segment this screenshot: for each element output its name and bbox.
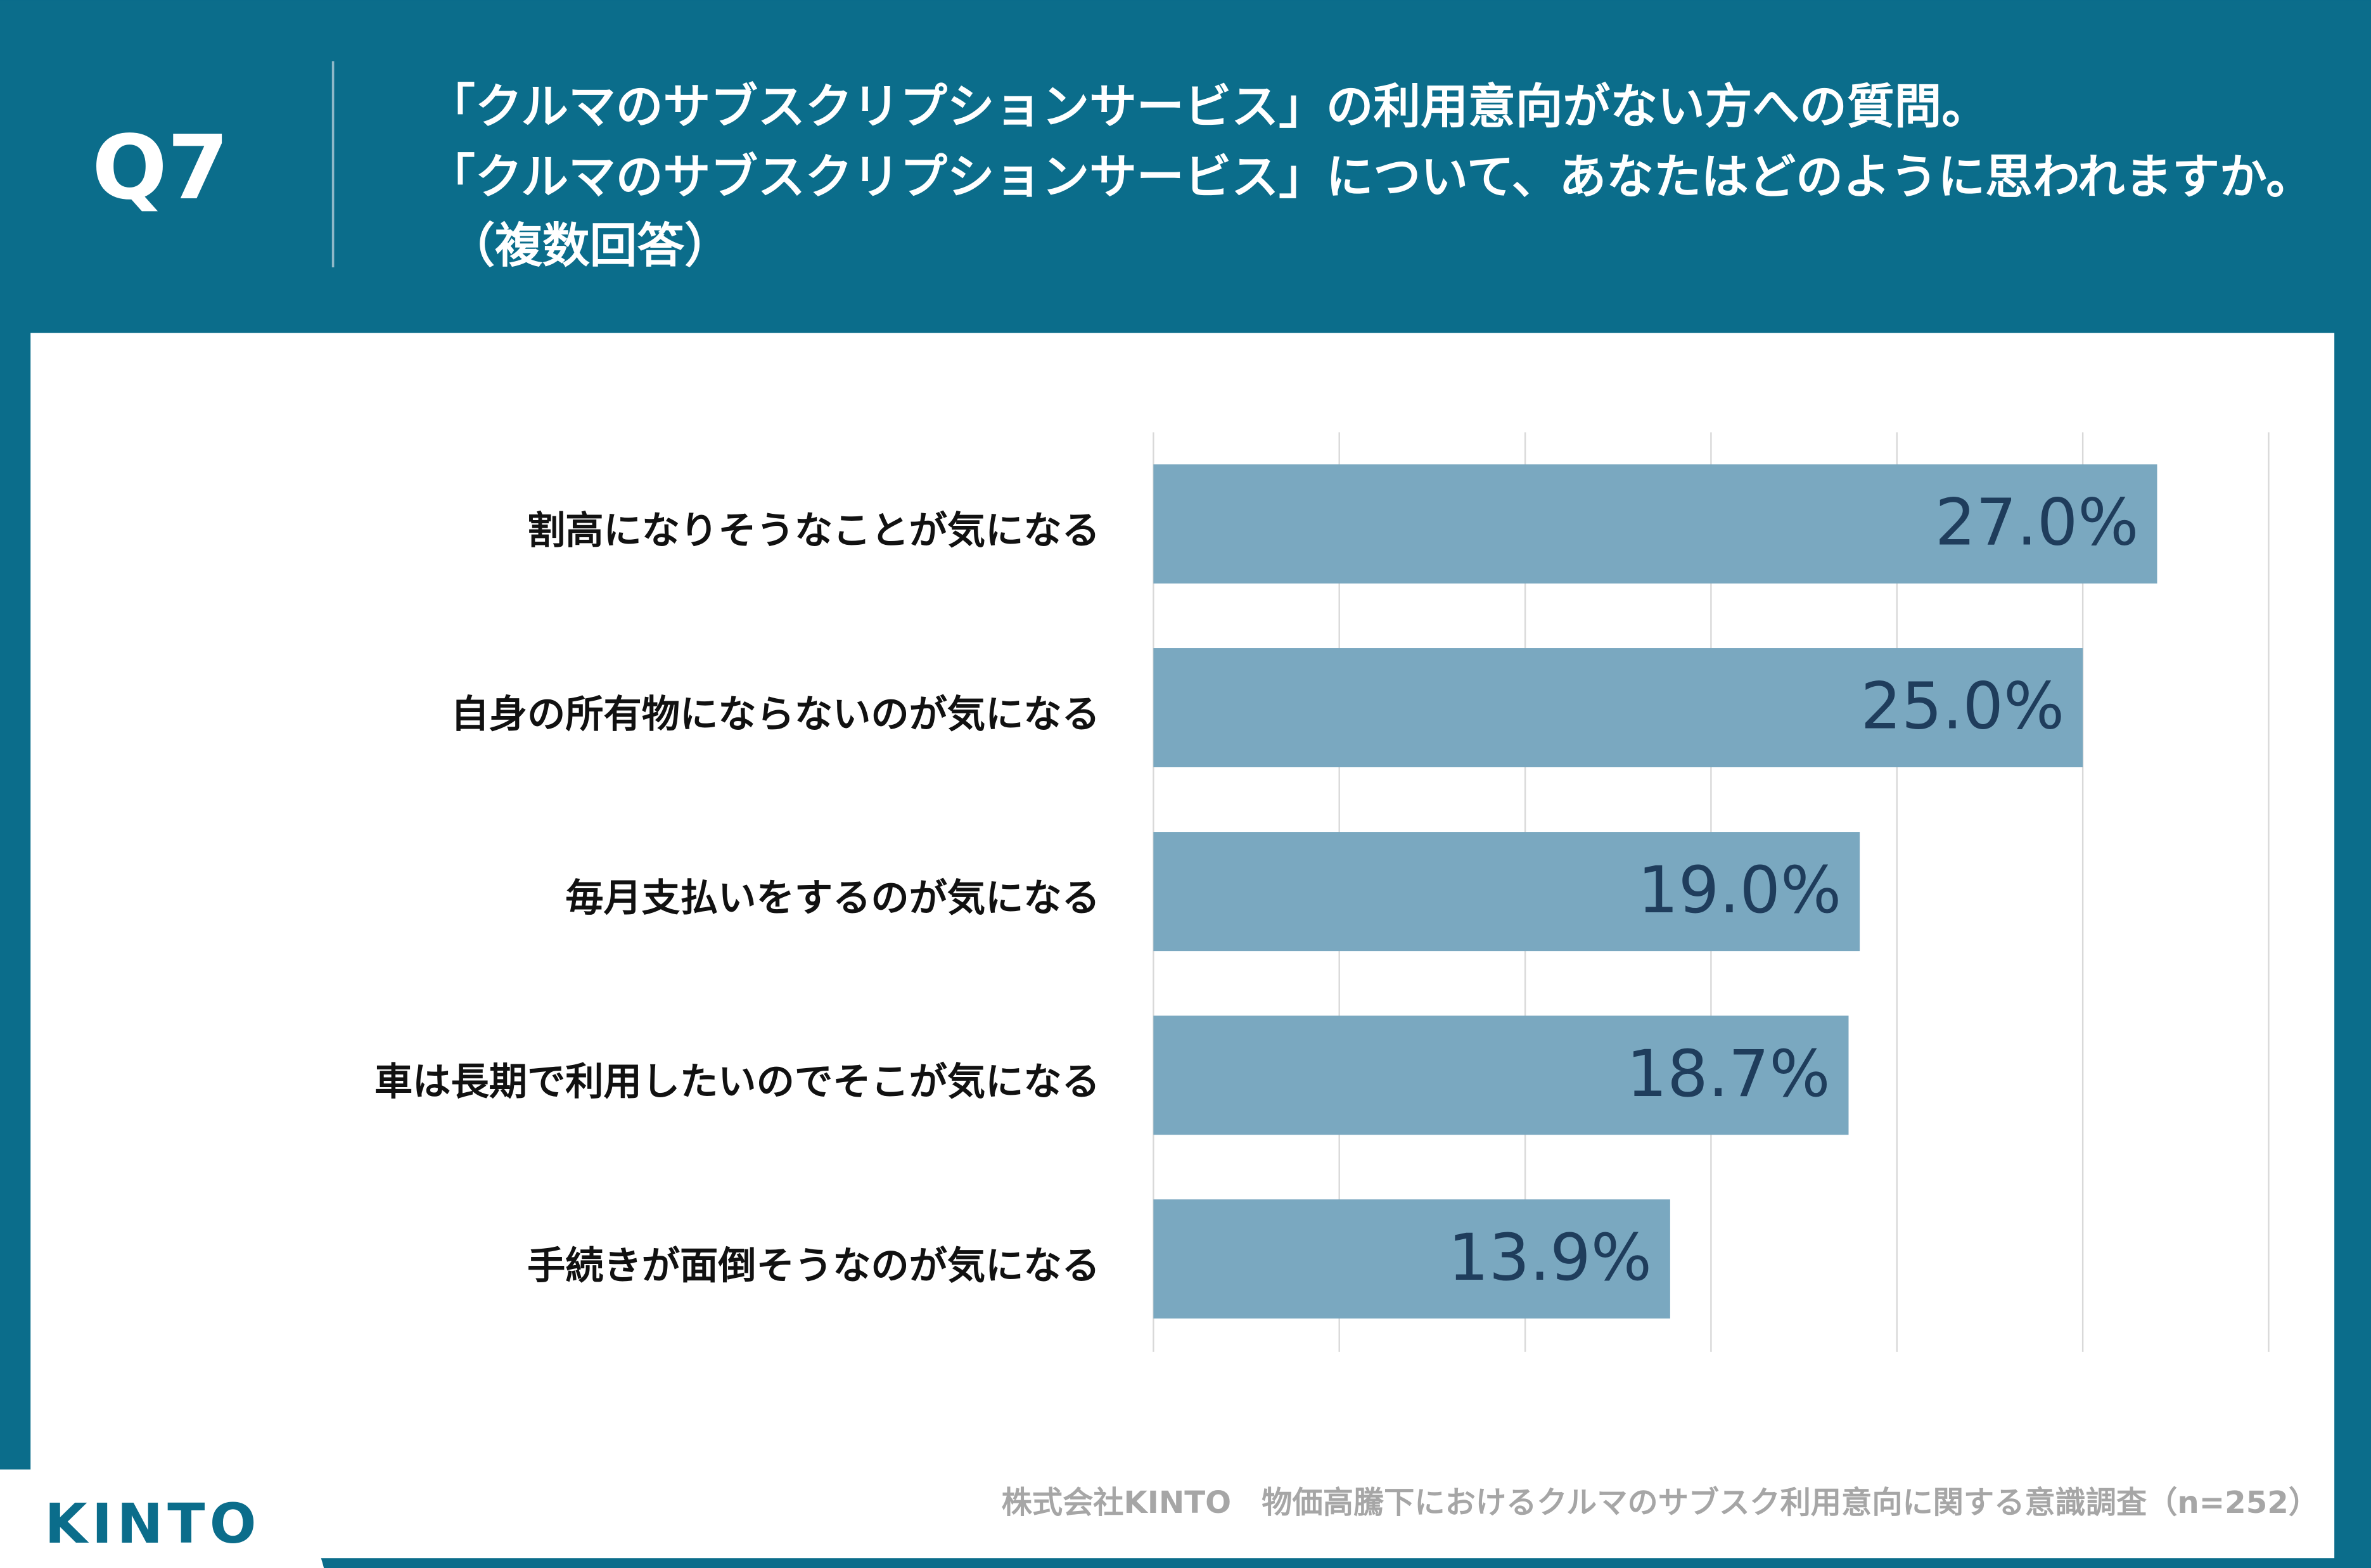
value-label: 27.0% xyxy=(1935,485,2139,560)
category-label: 自身の所有物にならないのが気になる xyxy=(451,692,1100,737)
bar xyxy=(1153,832,1860,952)
value-label: 25.0% xyxy=(1861,669,2065,744)
logo: KINTO xyxy=(44,1492,260,1556)
title-line: （複数回答） xyxy=(447,219,731,274)
question-label: Q7 xyxy=(92,116,229,219)
value-label: 19.0% xyxy=(1638,853,1842,927)
category-label: 毎月支払いをするのが気になる xyxy=(565,876,1100,921)
bar xyxy=(1153,464,2157,584)
category-label: 車は長期で利用したいのでそこが気になる xyxy=(374,1060,1100,1104)
value-label: 13.9% xyxy=(1448,1220,1652,1295)
category-label: 割高になりそうなことが気になる xyxy=(527,509,1100,553)
source: 株式会社KINTO 物価高騰下におけるクルマのサブスク利用意向に関する意識調査（… xyxy=(1002,1485,2319,1520)
value-label: 18.7% xyxy=(1626,1036,1831,1111)
bar xyxy=(1153,648,2083,768)
title-line: 「クルマのサブスクリプションサービス」の利用意向がない方への質問。 xyxy=(428,79,1989,134)
category-label: 手続きが面倒そうなのが気になる xyxy=(527,1244,1100,1288)
bar xyxy=(1153,1199,1670,1319)
logo-shape xyxy=(0,1469,324,1568)
bar xyxy=(1153,1016,1849,1135)
title-line: 「クルマのサブスクリプションサービス」について、あなたはどのように思われますか。 xyxy=(428,150,2313,205)
